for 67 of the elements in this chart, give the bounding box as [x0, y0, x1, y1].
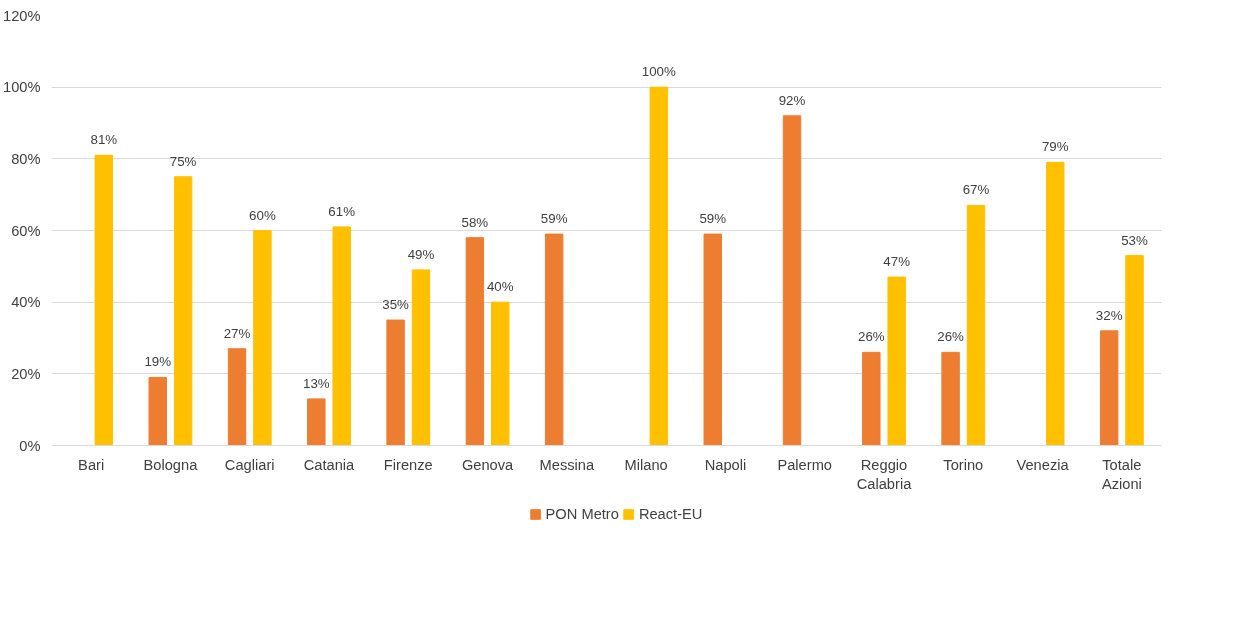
data-label: 32% — [1095, 307, 1123, 323]
bar — [465, 237, 485, 446]
bar — [253, 230, 272, 446]
bar — [649, 86, 669, 446]
x-tick-label: Genova — [461, 456, 515, 473]
x-tick-label: Bologna — [143, 456, 199, 473]
x-tick-label: Totale Azioni — [1101, 456, 1142, 492]
bar — [94, 154, 114, 446]
x-tick-label: Messina — [539, 456, 595, 473]
y-tick-label: 100% — [3, 79, 41, 96]
data-label: 26% — [857, 329, 885, 345]
data-label: 47% — [883, 254, 911, 270]
bar — [491, 301, 510, 446]
x-tick-label: Palermo — [777, 456, 833, 473]
bar — [1125, 255, 1144, 446]
data-label: 26% — [937, 329, 965, 345]
data-label: 61% — [328, 203, 356, 219]
data-label: 79% — [1041, 139, 1069, 155]
bar — [227, 348, 247, 446]
x-tick-label: Reggio Calabria — [856, 456, 913, 492]
data-label: 19% — [144, 354, 172, 370]
data-label: 100% — [641, 64, 677, 80]
x-tick-label: Torino — [943, 456, 984, 473]
x-tick-label: Catania — [303, 456, 356, 473]
bar — [544, 233, 564, 446]
y-tick-label: 60% — [11, 222, 41, 239]
data-label: 81% — [90, 132, 118, 148]
data-label: 49% — [407, 246, 435, 262]
bar — [411, 269, 431, 446]
bar — [887, 276, 906, 446]
bar — [782, 115, 802, 446]
bar — [1046, 161, 1065, 446]
data-label: 92% — [778, 92, 806, 108]
bar — [307, 398, 326, 446]
y-tick-label: 0% — [19, 437, 41, 454]
y-tick-label: 20% — [11, 365, 41, 382]
data-label: 53% — [1121, 232, 1149, 248]
x-tick-label: Milano — [624, 456, 668, 473]
x-tick-label: Venezia — [1016, 456, 1070, 473]
y-tick-label: 120% — [3, 7, 41, 24]
x-tick-label: Napoli — [704, 456, 747, 473]
bar — [148, 376, 167, 446]
y-tick-label: 80% — [11, 150, 41, 167]
x-tick-label: Bari — [78, 456, 105, 473]
bar — [173, 176, 193, 446]
bar — [332, 226, 351, 446]
bar — [941, 351, 960, 446]
data-label: 27% — [223, 325, 251, 341]
legend-label: React-EU — [638, 506, 703, 522]
bar — [703, 233, 722, 446]
data-label: 60% — [249, 207, 276, 223]
y-tick-label: 40% — [11, 294, 41, 311]
data-label: 35% — [382, 297, 410, 313]
data-label: 67% — [962, 182, 990, 198]
bar — [862, 351, 881, 446]
bar — [386, 319, 405, 446]
data-label: 58% — [461, 214, 489, 230]
data-label: 75% — [169, 153, 197, 169]
data-label: 13% — [302, 375, 330, 391]
data-label: 59% — [699, 211, 727, 227]
bar — [966, 204, 986, 446]
x-tick-label: Firenze — [383, 456, 433, 473]
data-label: 59% — [540, 211, 568, 227]
data-label: 40% — [486, 279, 514, 295]
legend-label: PON Metro — [545, 506, 619, 522]
x-tick-label: Cagliari — [224, 456, 275, 473]
bar — [1099, 330, 1119, 446]
